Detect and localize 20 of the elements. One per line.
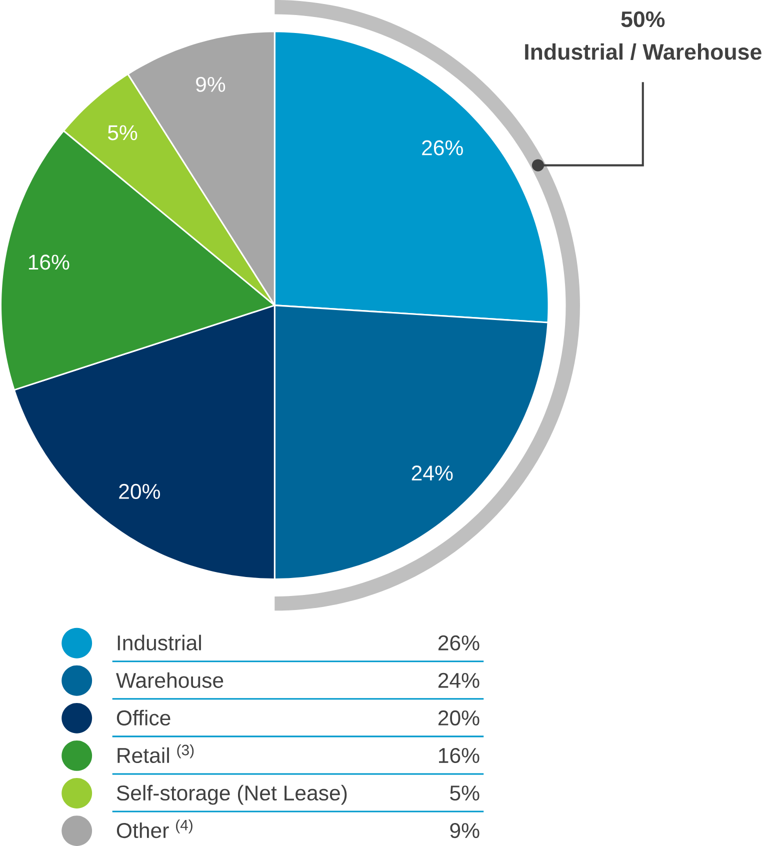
legend-label: Warehouse [116, 672, 224, 688]
text: 9% [450, 823, 480, 838]
data-label: 16% [29, 254, 70, 270]
text: 24% [438, 672, 480, 688]
data-label: 5% [108, 125, 138, 140]
data-label: 9% [196, 76, 226, 92]
text: 50% [621, 11, 665, 28]
legend-label: Retail $^{(3)}$ [118, 744, 194, 764]
legend-label: Other $^{(4)}$ [117, 819, 193, 838]
legend-label: Office [117, 710, 170, 726]
legend-label: Self-storage (Net Lease) [117, 784, 347, 805]
legend-label: Industrial [118, 634, 202, 650]
data-label: 20% [119, 484, 160, 499]
text: 26% [438, 635, 480, 650]
text: 16% [439, 748, 480, 764]
data-label: 24% [412, 466, 453, 481]
text: 5% [450, 786, 480, 801]
data-label: 26% [422, 140, 464, 156]
text: Industrial / Warehouse [525, 43, 762, 60]
text: 20% [438, 710, 480, 726]
